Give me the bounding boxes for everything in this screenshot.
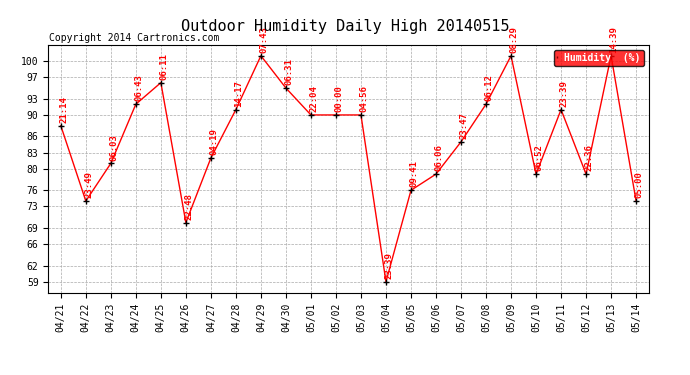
Text: 04:19: 04:19: [209, 128, 218, 155]
Text: 06:31: 06:31: [284, 58, 293, 85]
Text: 06:52: 06:52: [534, 144, 543, 171]
Text: 23:39: 23:39: [384, 252, 393, 279]
Text: 08:29: 08:29: [509, 26, 518, 53]
Text: 14:39: 14:39: [609, 26, 618, 53]
Text: Outdoor Humidity Daily High 20140515: Outdoor Humidity Daily High 20140515: [181, 19, 509, 34]
Text: 22:36: 22:36: [584, 144, 593, 171]
Legend: Humidity  (%): Humidity (%): [554, 50, 644, 66]
Text: 23:49: 23:49: [84, 171, 93, 198]
Text: Copyright 2014 Cartronics.com: Copyright 2014 Cartronics.com: [49, 33, 219, 42]
Text: 06:43: 06:43: [134, 75, 143, 101]
Text: 07:43: 07:43: [259, 26, 268, 53]
Text: 21:14: 21:14: [59, 96, 68, 123]
Text: 06:06: 06:06: [434, 144, 443, 171]
Text: 06:03: 06:03: [109, 134, 118, 160]
Text: 06:12: 06:12: [484, 75, 493, 101]
Text: 09:41: 09:41: [409, 160, 418, 188]
Text: 04:56: 04:56: [359, 85, 368, 112]
Text: 06:11: 06:11: [159, 53, 168, 80]
Text: 22:04: 22:04: [309, 85, 318, 112]
Text: 14:17: 14:17: [234, 80, 243, 107]
Text: 23:39: 23:39: [560, 80, 569, 107]
Text: 05:00: 05:00: [634, 171, 643, 198]
Text: 23:47: 23:47: [460, 112, 469, 139]
Text: 22:48: 22:48: [184, 193, 193, 220]
Text: 00:00: 00:00: [334, 85, 343, 112]
